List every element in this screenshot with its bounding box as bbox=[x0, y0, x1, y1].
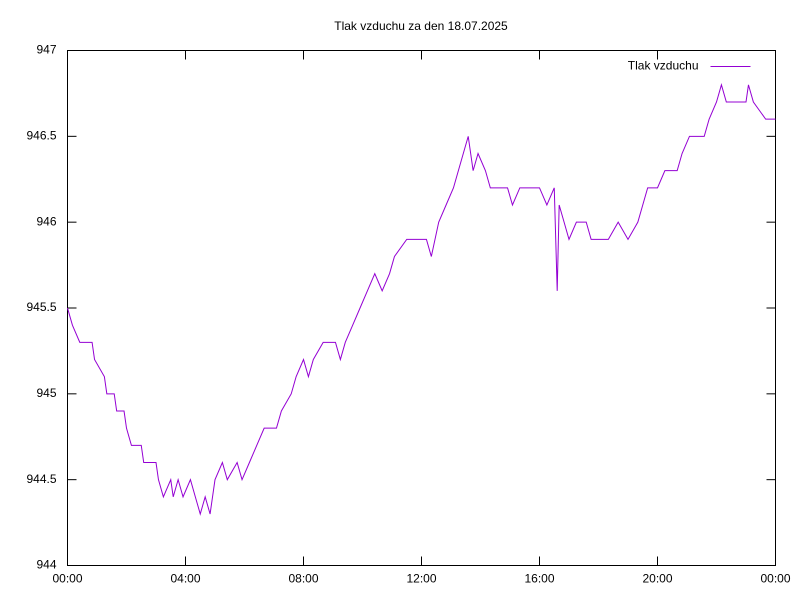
x-tick-label: 00:00 bbox=[52, 572, 82, 586]
y-tick-label: 946.5 bbox=[26, 129, 56, 143]
legend-label: Tlak vzduchu bbox=[628, 59, 699, 73]
x-tick-label: 08:00 bbox=[288, 572, 318, 586]
x-tick-label: 00:00 bbox=[760, 572, 790, 586]
y-tick-label: 946 bbox=[36, 214, 56, 228]
y-tick-label: 944 bbox=[36, 558, 56, 572]
x-tick-label: 12:00 bbox=[406, 572, 436, 586]
chart-title: Tlak vzduchu za den 18.07.2025 bbox=[334, 19, 508, 33]
data-line bbox=[67, 83, 776, 516]
x-tick-label: 16:00 bbox=[524, 572, 554, 586]
y-tick-label: 944.5 bbox=[26, 472, 56, 486]
y-tick-label: 945 bbox=[36, 386, 56, 400]
y-tick-label: 945.5 bbox=[26, 300, 56, 314]
x-tick-label: 20:00 bbox=[642, 572, 672, 586]
x-tick-label: 04:00 bbox=[170, 572, 200, 586]
y-tick-label: 947 bbox=[36, 43, 56, 57]
